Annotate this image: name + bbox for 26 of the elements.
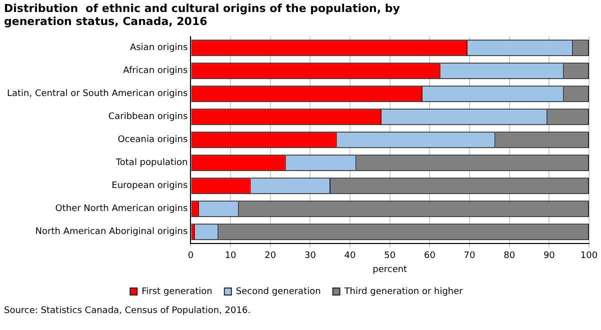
x-tick-label: 10 xyxy=(224,251,237,262)
y-tick-label: Total population xyxy=(114,158,188,168)
legend-label: First generation xyxy=(142,286,212,297)
x-tick-label: 40 xyxy=(344,251,356,262)
y-tick-label: North American Aboriginal origins xyxy=(35,227,188,238)
y-tick-label: African origins xyxy=(123,66,188,76)
y-tick-label: Oceania origins xyxy=(118,135,188,146)
x-axis-title: percent xyxy=(372,264,408,275)
x-tick-label: 20 xyxy=(264,251,276,262)
x-tick-label: 0 xyxy=(188,251,194,262)
x-tick-label: 70 xyxy=(464,251,476,262)
x-tick-label: 90 xyxy=(543,251,556,262)
y-tick-label: Caribbean origins xyxy=(108,112,188,122)
chart-title: Distribution of ethnic and cultural origins of the population, by generation status, Canada, 2016 xyxy=(3,1,401,28)
x-tick-label: 80 xyxy=(504,251,516,262)
x-tick-label: 30 xyxy=(304,251,316,262)
x-tick-label: 60 xyxy=(424,251,436,262)
x-tick-label: 100 xyxy=(580,251,598,262)
x-tick-label: 50 xyxy=(384,251,396,262)
y-tick-label: Latin, Central or South American origins xyxy=(7,89,188,100)
source-note: Source: Statistics Canada, Census of Population, 2016. xyxy=(3,306,252,316)
legend-label: Second generation xyxy=(236,286,321,297)
y-tick-label: Other North American origins xyxy=(55,204,188,214)
y-tick-label: European origins xyxy=(112,181,188,192)
y-tick-label: Asian origins xyxy=(130,43,188,54)
legend-label: Third generation or higher xyxy=(343,286,464,297)
